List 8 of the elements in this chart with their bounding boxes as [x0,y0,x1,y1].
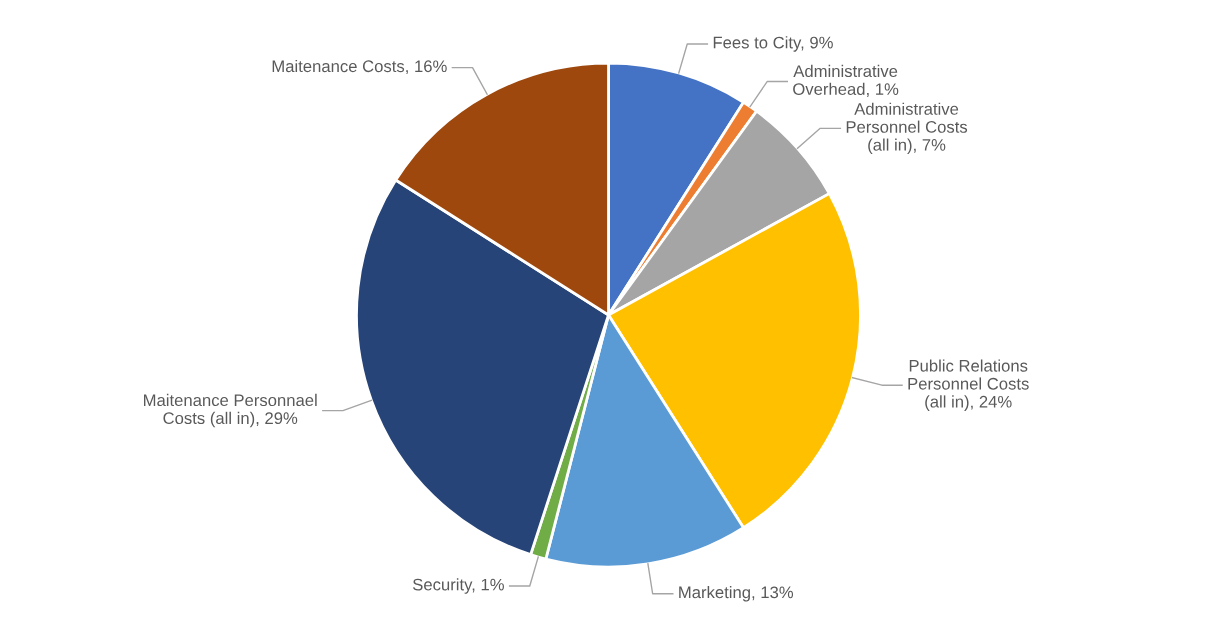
slice-label: Administrative Overhead, 1% [793,64,899,97]
slice-label: Administrative Personnel Costs (all in), 7% [846,102,968,155]
slice-label: Maitenance Personnael Costs (all in), 29% [144,393,317,428]
slice-label: Fees to City, 9% [713,36,833,52]
slice-label: Public Relations Personnel Costs (all in), 24% [908,359,1029,411]
slice-label: Marketing, 13% [679,586,794,602]
slice-label: Security, 1% [412,578,504,594]
slice-label: Maitenance Costs, 16% [272,59,447,75]
